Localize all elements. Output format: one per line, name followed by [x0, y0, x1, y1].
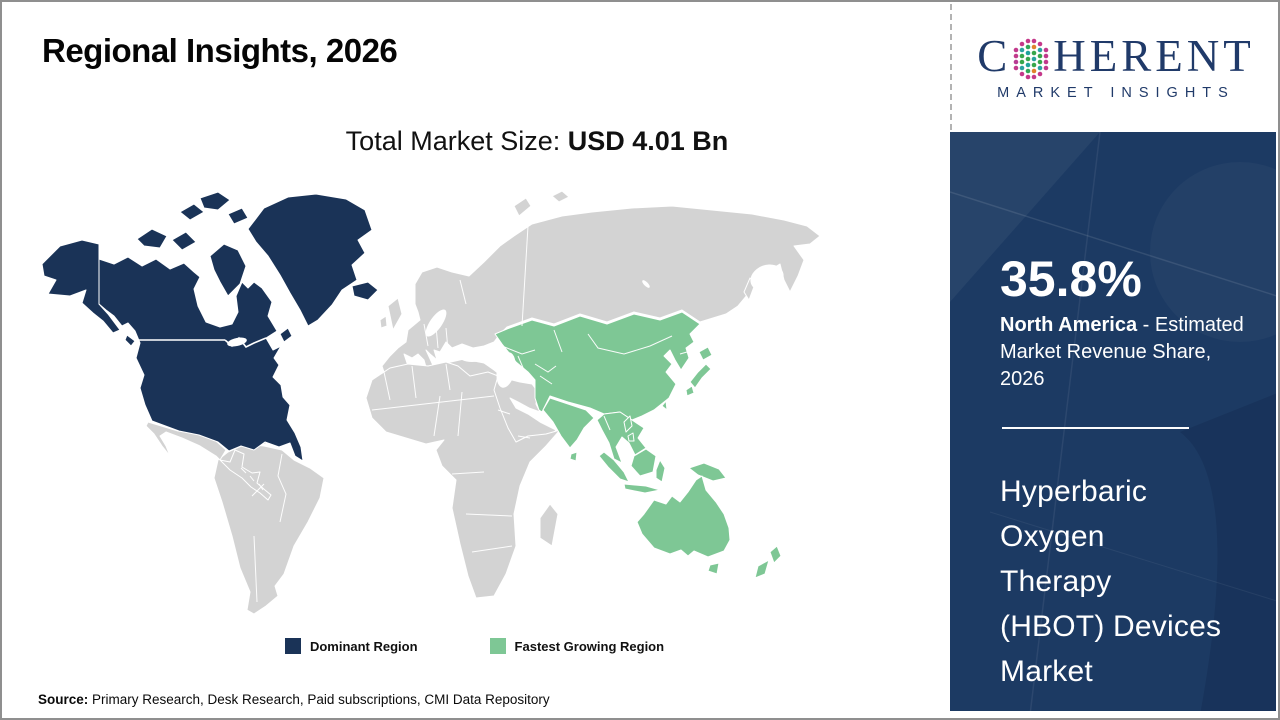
- landmass-eurasia: [381, 205, 821, 381]
- source-label: Source:: [38, 692, 89, 707]
- world-map-svg: [41, 190, 821, 615]
- legend-label-fastest-growing: Fastest Growing Region: [514, 638, 665, 654]
- share-caption-text: - Estimated Market Revenue Share, 2026: [1000, 314, 1244, 390]
- map-other-regions: [145, 190, 821, 615]
- island-vancouver: [124, 334, 136, 347]
- islands-new-zealand: [754, 545, 782, 579]
- island-new-guinea: [688, 462, 727, 482]
- brand-wordmark: C HERENT: [977, 34, 1255, 80]
- brand-letter-c: C: [977, 31, 1012, 81]
- island-uk: [387, 297, 403, 331]
- landmass-africa: [365, 361, 561, 599]
- dominant-region-swatch-icon: [284, 638, 301, 654]
- region-north-america-dominant: [41, 191, 379, 462]
- island-sri-lanka: [569, 451, 578, 462]
- island-sumatra: [598, 451, 630, 483]
- share-value: 35.8%: [1000, 251, 1142, 307]
- island-newfoundland: [279, 327, 293, 343]
- share-caption: North America - Estimated Market Revenue…: [1000, 312, 1264, 393]
- island-taiwan: [661, 400, 668, 411]
- landmass-india: [542, 397, 595, 449]
- islands-canadian-arctic: [136, 191, 249, 297]
- landmass-greenland: [247, 193, 373, 327]
- legend-item-fastest-growing: Fastest Growing Region: [489, 638, 665, 654]
- landmass-asia-block: [494, 311, 701, 421]
- logo-globe-icon: [1013, 38, 1049, 79]
- share-region: North America: [1000, 314, 1138, 336]
- island-sulawesi: [655, 459, 666, 483]
- island-ireland: [379, 315, 388, 329]
- divider-line: [1002, 427, 1189, 429]
- total-market-size-label: Total Market Size:: [345, 126, 568, 156]
- landmass-south-america: [213, 443, 325, 615]
- island-iceland: [351, 281, 379, 301]
- sidebar-panel: 35.8% North America - Estimated Market R…: [950, 132, 1276, 711]
- sidebar-content: 35.8% North America - Estimated Market R…: [1000, 254, 1258, 694]
- brand-word-rest: HERENT: [1053, 31, 1255, 81]
- map-legend: Dominant Region Fastest Growing Region: [32, 638, 917, 654]
- landmass-southeast-asia: [596, 411, 647, 464]
- island-borneo: [630, 448, 657, 477]
- islands-japan: [685, 346, 713, 397]
- landmass-mexico-central-america: [145, 421, 272, 501]
- market-title: Hyperbaric Oxygen Therapy (HBOT) Devices…: [1000, 475, 1222, 688]
- page-title: Regional Insights, 2026: [42, 32, 398, 69]
- total-market-size-value: USD 4.01 Bn: [567, 126, 729, 156]
- world-map: [32, 184, 917, 629]
- legend-item-dominant: Dominant Region: [284, 638, 418, 654]
- landmass-madagascar: [539, 503, 559, 547]
- landmass-canada-usa: [98, 256, 304, 462]
- total-market-size: Total Market Size: USD 4.01 Bn: [97, 126, 977, 157]
- island-java: [623, 483, 661, 494]
- map-inland-seas: [227, 264, 784, 388]
- brand-subtitle: MARKET INSIGHTS: [997, 84, 1235, 101]
- island-svalbard: [551, 190, 570, 203]
- source-text: Primary Research, Desk Research, Paid su…: [88, 692, 550, 707]
- landmass-alaska: [41, 239, 121, 334]
- fastest-growing-region-swatch-icon: [489, 638, 506, 654]
- legend-label-dominant: Dominant Region: [309, 638, 418, 654]
- island-novaya-zemlya: [513, 197, 532, 217]
- source-note: Source: Primary Research, Desk Research,…: [38, 692, 550, 707]
- us-canada-border: [136, 336, 267, 349]
- islands-philippines: [623, 415, 635, 442]
- country-borders: [240, 225, 688, 603]
- landmass-australia: [636, 475, 731, 558]
- island-tasmania: [707, 562, 720, 575]
- region-asia-pacific-fastest-growing: [494, 311, 782, 579]
- brand-logo: C HERENT MARKET INSIGHTS: [950, 4, 1278, 130]
